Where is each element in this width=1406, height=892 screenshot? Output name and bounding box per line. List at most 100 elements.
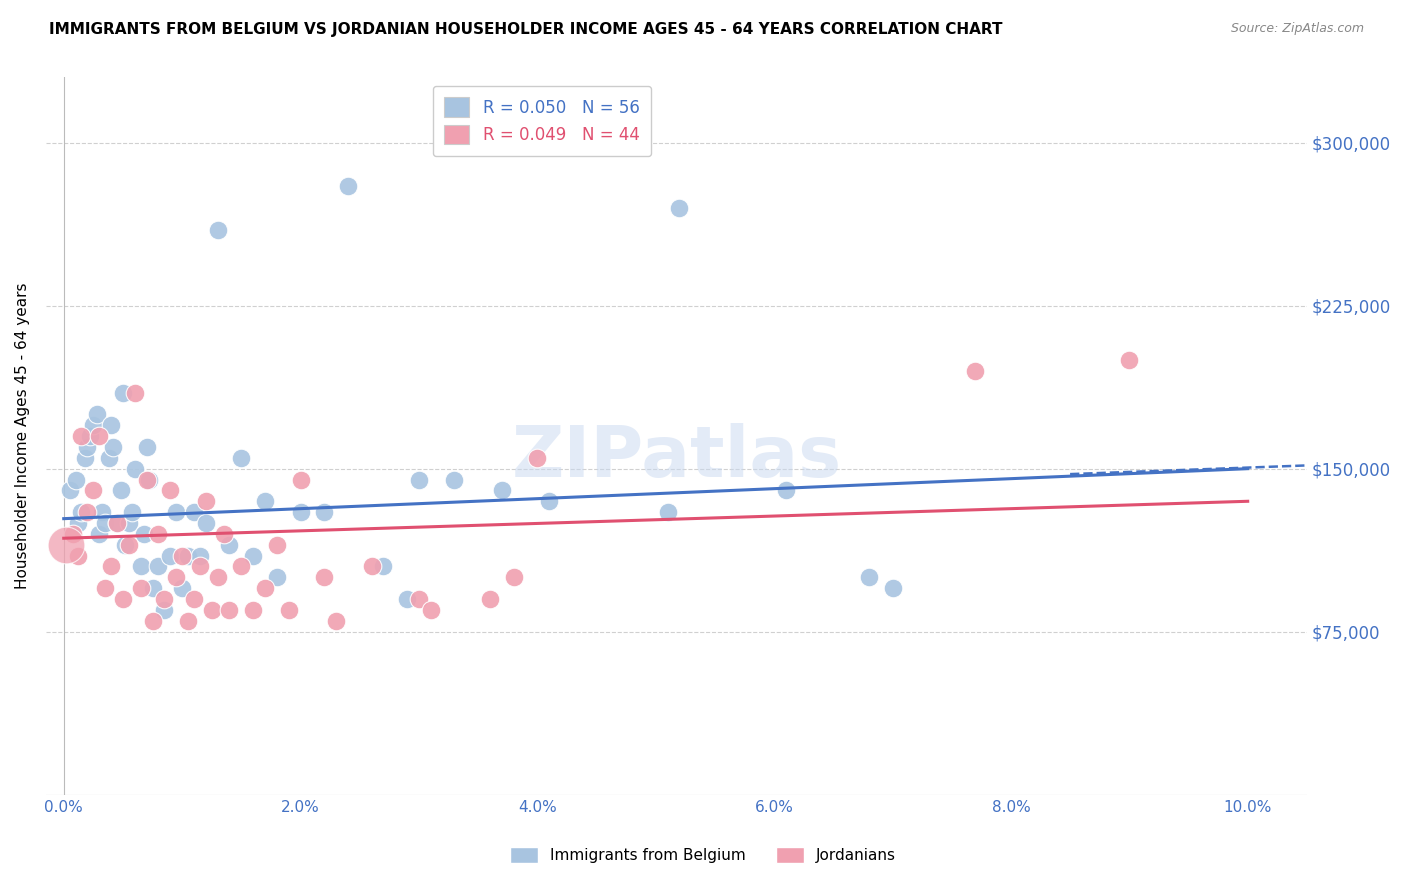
Point (165, 570, 187, 584)
Point (70, 429, 93, 443)
Point (121, 505, 143, 519)
Point (668, 201, 690, 215)
Point (94, 516, 117, 530)
Point (207, 570, 229, 584)
Point (882, 581, 904, 595)
Point (86, 408, 108, 422)
Point (141, 614, 163, 628)
Point (105, 516, 128, 530)
Point (183, 592, 205, 607)
Point (253, 581, 276, 595)
Point (336, 179, 359, 194)
Point (82, 418, 104, 433)
Point (314, 505, 336, 519)
Point (135, 473, 157, 487)
Point (188, 549, 211, 563)
Point (148, 559, 170, 574)
Point (360, 559, 382, 574)
Point (231, 450, 253, 465)
Point (183, 505, 205, 519)
Point (177, 549, 200, 563)
Point (76, 505, 98, 519)
Point (373, 559, 395, 574)
Point (172, 549, 194, 563)
Point (177, 614, 200, 628)
Point (82, 483, 104, 498)
Point (325, 614, 347, 628)
Legend: Immigrants from Belgium, Jordanians: Immigrants from Belgium, Jordanians (502, 839, 904, 871)
Point (148, 527, 170, 541)
Point (314, 570, 336, 584)
Point (111, 592, 134, 607)
Point (62, 527, 84, 541)
Point (118, 538, 141, 552)
Point (277, 603, 299, 617)
Point (79, 429, 101, 443)
Point (100, 418, 122, 433)
Point (59, 483, 82, 498)
Point (76, 440, 98, 454)
Point (129, 559, 152, 574)
Point (66, 516, 89, 530)
Point (478, 592, 501, 607)
Point (408, 592, 430, 607)
Point (114, 538, 136, 552)
Point (965, 364, 987, 378)
Point (89, 429, 111, 443)
Point (70, 505, 93, 519)
Legend: R = 0.050   N = 56, R = 0.049   N = 44: R = 0.050 N = 56, R = 0.049 N = 44 (433, 86, 651, 156)
Point (129, 581, 152, 595)
Point (159, 483, 181, 498)
Point (165, 505, 187, 519)
Point (1118, 353, 1140, 368)
Point (90, 505, 112, 519)
Point (111, 385, 134, 400)
Point (218, 538, 240, 552)
Text: ZIPatlas: ZIPatlas (512, 423, 842, 492)
Point (491, 483, 513, 498)
Point (118, 516, 141, 530)
Point (775, 483, 797, 498)
Point (159, 549, 181, 563)
Text: IMMIGRANTS FROM BELGIUM VS JORDANIAN HOUSEHOLDER INCOME AGES 45 - 64 YEARS CORRE: IMMIGRANTS FROM BELGIUM VS JORDANIAN HOU… (49, 22, 1002, 37)
Point (105, 516, 128, 530)
Point (89, 527, 111, 541)
Point (443, 473, 465, 487)
Point (290, 473, 312, 487)
Point (188, 559, 211, 574)
Point (135, 440, 157, 454)
Point (153, 603, 176, 617)
Point (396, 592, 419, 607)
Point (538, 494, 561, 508)
Point (103, 440, 125, 454)
Point (153, 592, 176, 607)
Point (231, 559, 253, 574)
Y-axis label: Householder Income Ages 45 - 64 years: Householder Income Ages 45 - 64 years (15, 283, 30, 590)
Point (218, 603, 240, 617)
Point (172, 581, 194, 595)
Text: Source: ZipAtlas.com: Source: ZipAtlas.com (1230, 22, 1364, 36)
Point (94, 581, 117, 595)
Point (266, 538, 288, 552)
Point (502, 570, 524, 584)
Point (290, 505, 312, 519)
Point (419, 603, 441, 617)
Point (266, 570, 288, 584)
Point (657, 505, 679, 519)
Point (242, 549, 264, 563)
Point (526, 450, 548, 465)
Point (124, 461, 146, 475)
Point (207, 222, 229, 236)
Point (134, 527, 156, 541)
Point (194, 494, 217, 508)
Point (242, 603, 264, 617)
Point (110, 483, 132, 498)
Point (138, 473, 160, 487)
Point (65, 473, 87, 487)
Point (212, 527, 235, 541)
Point (201, 603, 224, 617)
Point (194, 516, 217, 530)
Point (100, 559, 122, 574)
Point (141, 581, 163, 595)
Point (408, 473, 430, 487)
